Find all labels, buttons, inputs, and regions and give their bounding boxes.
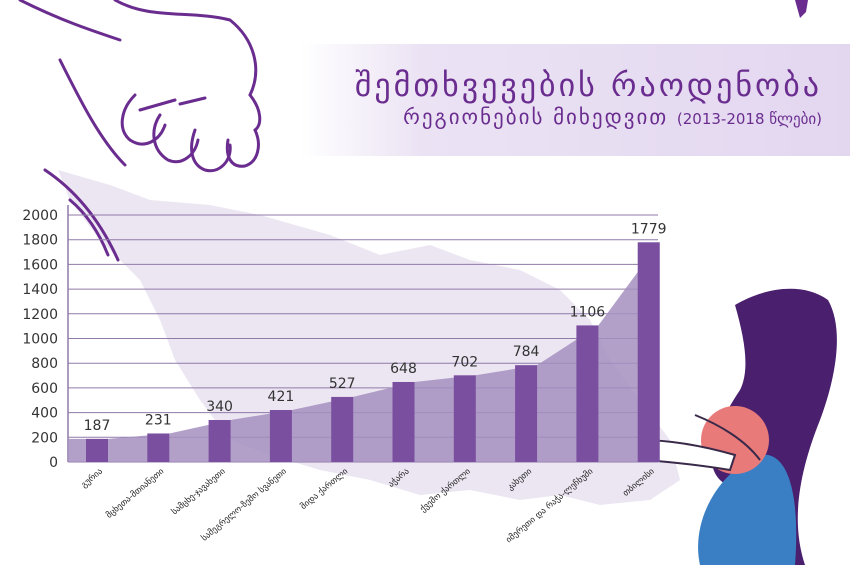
bar [576,325,599,462]
data-label: 1779 [631,221,667,237]
y-tick-label: 200 [31,430,58,446]
category-label: გურია [79,466,105,490]
data-label: 702 [451,354,478,370]
title-banner [300,44,850,156]
y-tick-label: 1600 [22,257,58,273]
chart-subtitle: რეგიონების მიხედვით (2013-2018 წლები) [403,105,822,129]
bar [269,410,292,462]
bar [147,433,170,462]
victim-illustration [638,288,837,565]
bar [637,242,660,462]
data-label: 421 [268,389,295,405]
data-label: 784 [513,344,540,360]
trend-area [68,242,660,462]
y-tick-label: 1000 [22,332,58,348]
fist-illustration [18,0,262,262]
bar [392,381,415,462]
bar [453,375,476,462]
data-label: 1106 [570,304,606,320]
y-tick-label: 0 [49,455,58,471]
y-tick-label: 1400 [22,282,58,298]
y-tick-label: 1200 [22,307,58,323]
y-tick-label: 600 [31,381,58,397]
category-label: მცხეთა-მთიანეთი [104,466,166,521]
chart-years: (2013-2018 წლები) [676,110,822,128]
accent-mark [795,0,808,18]
data-label: 527 [329,376,356,392]
chart-title: შემთხვევების რაოდენობა [354,66,822,104]
bar [331,396,354,462]
category-label: შიდა ქართლი [298,466,350,512]
category-label: სამცხე-ჯავახეთი [169,466,227,517]
y-tick-label: 2000 [22,208,58,224]
data-label: 231 [145,412,172,428]
y-tick-label: 800 [31,356,58,372]
data-label: 187 [84,418,111,434]
bar [515,365,538,462]
chart-subtitle-text: რეგიონების მიხედვით [403,105,669,129]
y-tick-label: 1800 [22,233,58,249]
bar [86,438,108,462]
data-label: 340 [206,399,233,415]
y-tick-label: 400 [31,406,58,422]
bar [208,420,231,462]
data-label: 648 [390,361,417,377]
